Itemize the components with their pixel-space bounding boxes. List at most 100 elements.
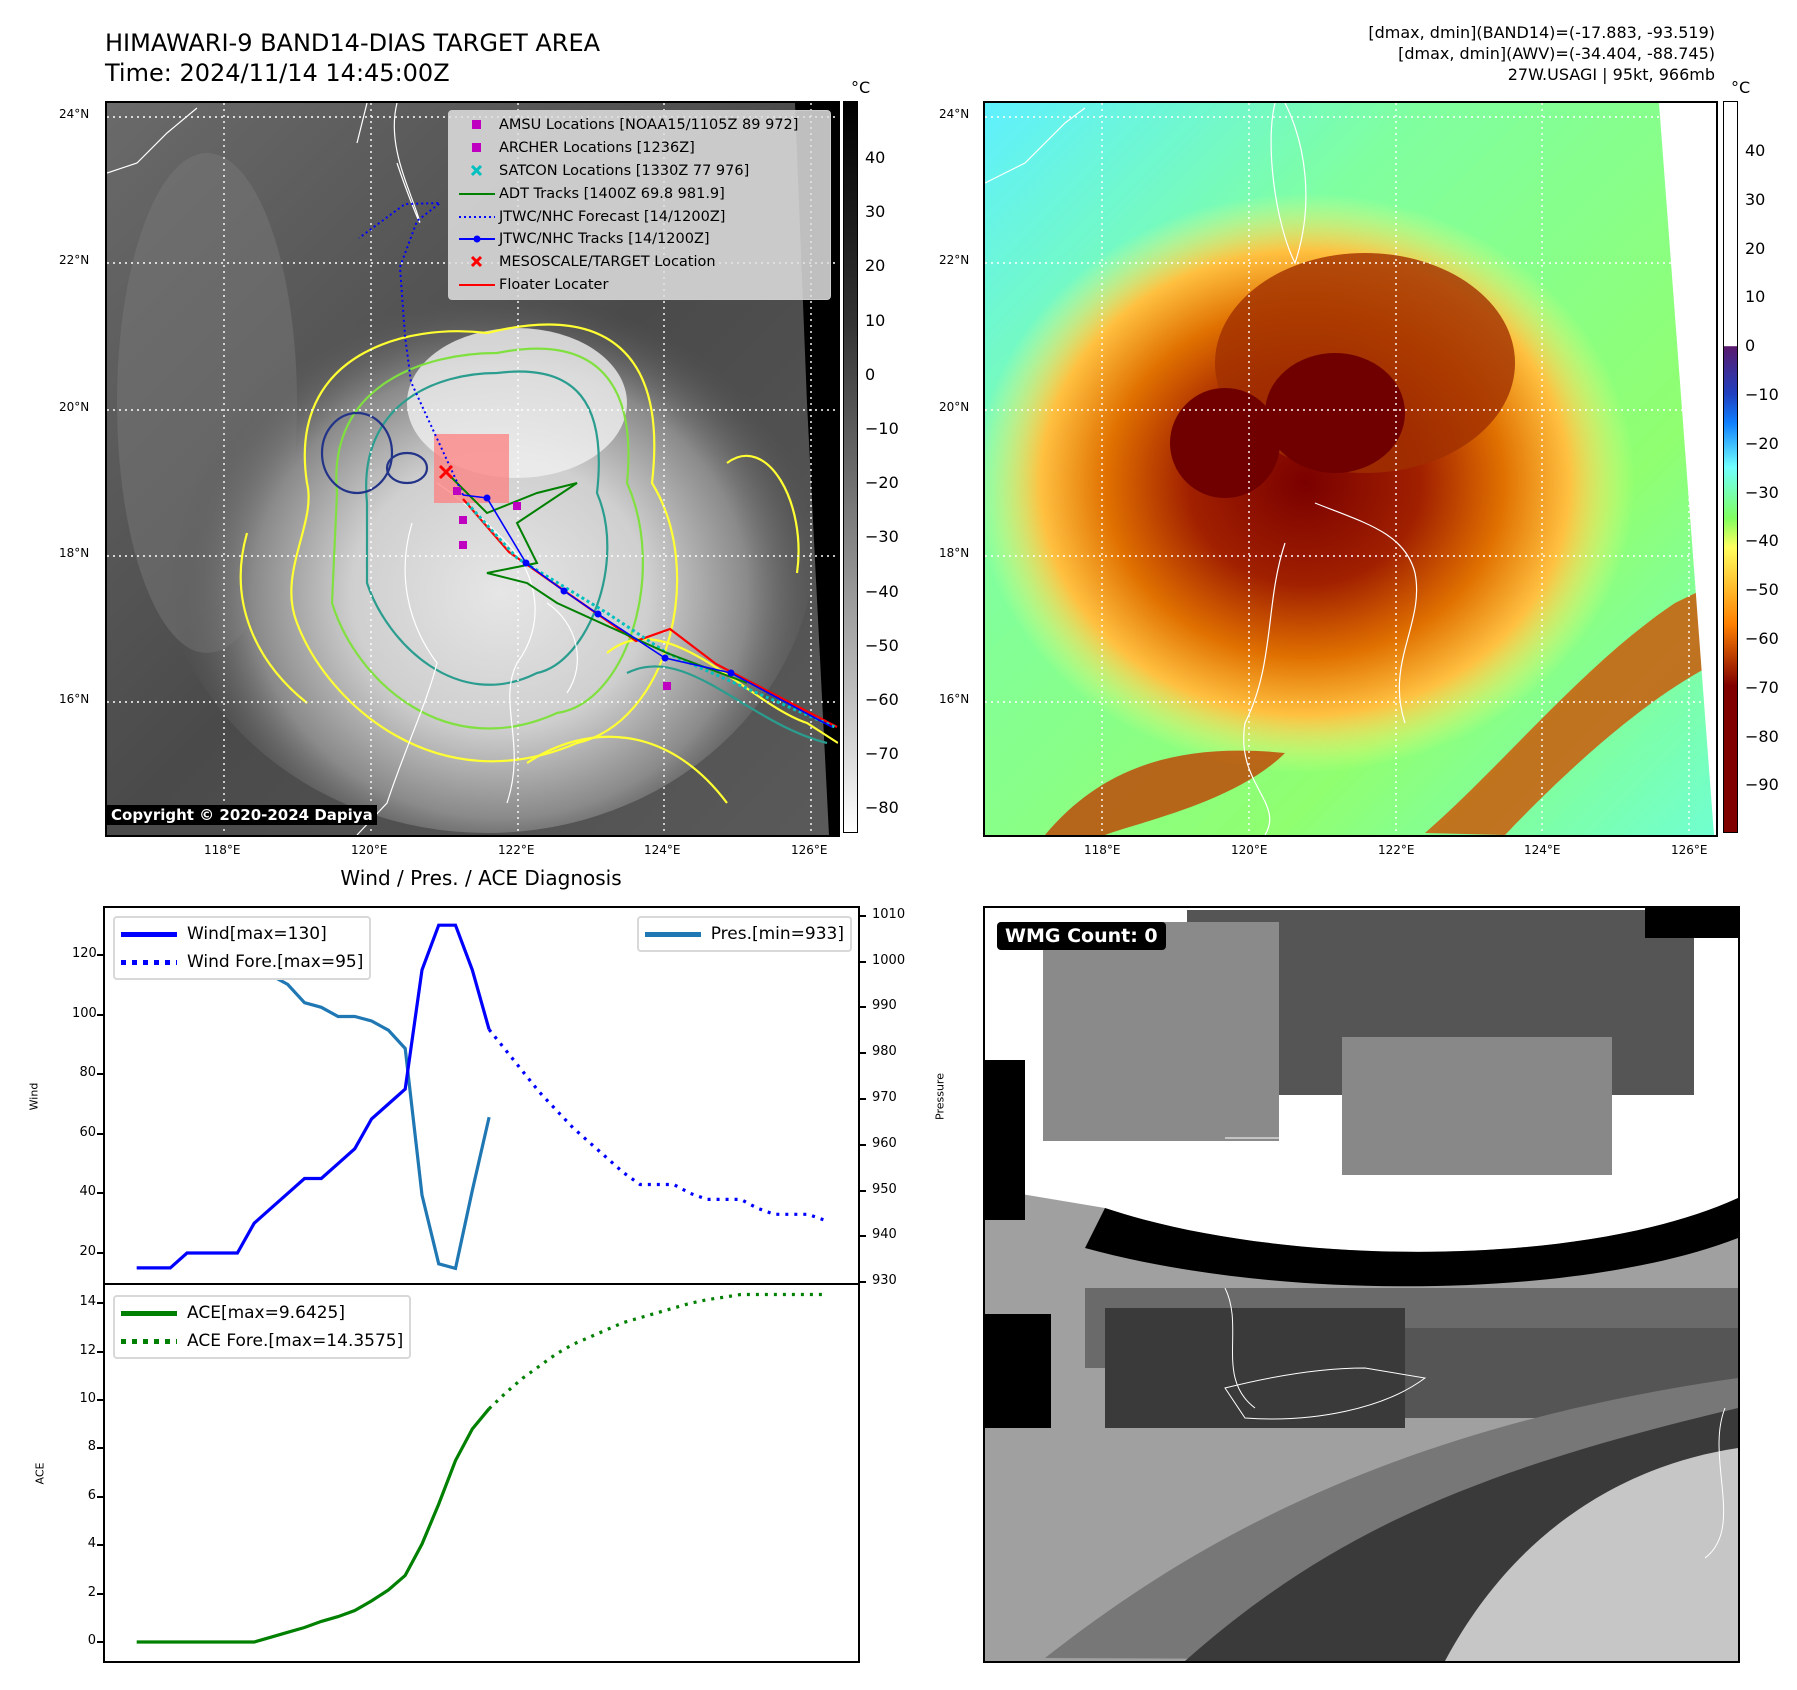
mesoscale-target-marker [438, 464, 454, 480]
ace-tick-mark [97, 1641, 103, 1643]
legend-item: SATCON Locations [1330Z 77 976] [455, 160, 824, 183]
lat-tick-label: 24°N [59, 107, 90, 121]
lon-tick-label: 126°E [1671, 843, 1708, 857]
wind-tick-label: 20 [79, 1244, 96, 1259]
pressure-tick-mark [860, 1281, 866, 1284]
ir-colorbar-tick: −20 [865, 473, 899, 493]
wind-tick-mark [97, 1132, 103, 1135]
wmg-count-label: WMG Count: 0 [997, 922, 1166, 950]
awv-colorbar-tick: 0 [1745, 336, 1756, 356]
awv-colorbar-tick: 10 [1745, 287, 1766, 307]
ace-forecast-line [487, 1292, 825, 1410]
x-legend-icon [455, 164, 499, 177]
coastlines [985, 103, 1418, 835]
ace-tick-label: 10 [79, 1391, 96, 1406]
lon-tick-label: 124°E [1524, 843, 1561, 857]
jtwc-track-points [483, 494, 735, 677]
chart-title: Wind / Pres. / ACE Diagnosis [340, 866, 622, 890]
awv-colorbar-tick: −30 [1745, 482, 1779, 502]
ir-colorbar-tick: −50 [865, 635, 899, 655]
ace-legend-line [121, 1310, 177, 1316]
map-legend: AMSU Locations [NOAA15/1105Z 89 972] ARCH… [448, 110, 831, 301]
ir-colorbar-tick: −30 [865, 527, 899, 547]
lon-tick-label: 124°E [644, 843, 681, 857]
pressure-tick-mark [860, 1235, 866, 1238]
wind-line [136, 923, 491, 1270]
color-map-panel [983, 101, 1718, 837]
wind-tick-mark [97, 954, 103, 956]
pressure-tick-label: 930 [872, 1273, 897, 1289]
title-line-2: Time: 2024/11/14 14:45:00Z [105, 59, 450, 87]
wind-legend: Wind[max=130] Wind Fore.[max=95] [113, 916, 372, 980]
lon-tick-label: 118°E [1084, 843, 1121, 857]
wind-fore-legend-line [121, 959, 177, 965]
wind-tick-label: 120 [72, 946, 97, 961]
ace-plot [136, 1292, 825, 1644]
ir-colorbar-tick: −10 [865, 419, 899, 438]
awv-colorbar-tick: −70 [1745, 677, 1779, 697]
info-awv: [dmax, dmin](AWV)=(-34.404, -88.745) [1398, 44, 1715, 63]
awv-colorbar [1723, 101, 1738, 833]
amsu-archer-markers [453, 487, 671, 690]
lat-tick-label: 22°N [59, 253, 90, 267]
ir-colorbar-tick: 0 [865, 364, 876, 384]
wind-legend-line [121, 931, 177, 937]
pressure-tick-label: 940 [872, 1227, 897, 1243]
ace-tick-mark [97, 1399, 103, 1401]
ace-tick-mark [97, 1592, 103, 1595]
color-map-image [985, 103, 1716, 835]
ace-tick-mark [97, 1447, 103, 1450]
info-band14: [dmax, dmin](BAND14)=(-17.883, -93.519) [1368, 23, 1715, 42]
lon-tick-label: 120°E [351, 843, 388, 857]
legend-label: ADT Tracks [1400Z 69.8 981.9] [499, 185, 725, 202]
figure-title: HIMAWARI-9 BAND14-DIAS TARGET AREA Time:… [105, 28, 600, 88]
wind-tick-label: 40 [79, 1184, 96, 1200]
legend-label: ARCHER Locations [1236Z] [499, 140, 695, 157]
wind-tick-mark [97, 1252, 103, 1254]
ace-tick-label: 12 [79, 1342, 96, 1358]
pressure-tick-label: 950 [872, 1181, 897, 1197]
pressure-legend: Pres.[min=933] [636, 916, 852, 952]
ir-colorbar [843, 101, 858, 833]
ir-colorbar-tick: −80 [865, 798, 899, 818]
legend-label: AMSU Locations [NOAA15/1105Z 89 972] [499, 117, 799, 134]
copyright-label: Copyright © 2020-2024 Dapiya [107, 805, 377, 825]
ace-tick-label: 4 [87, 1536, 96, 1552]
awv-colorbar-tick: 40 [1745, 141, 1766, 160]
wind-forecast-line [487, 1028, 826, 1222]
line-legend-icon [455, 279, 499, 291]
legend-label: SATCON Locations [1330Z 77 976] [499, 162, 750, 179]
line-dot-legend-icon [455, 233, 499, 245]
legend-item: ARCHER Locations [1236Z] [455, 137, 824, 160]
line-legend-icon [455, 188, 499, 200]
ir-map-panel: AMSU Locations [NOAA15/1105Z 89 972] ARCH… [105, 101, 840, 837]
legend-item: JTWC/NHC Tracks [14/1200Z] [455, 228, 824, 251]
legend-item: MESOSCALE/TARGET Location [455, 251, 824, 274]
ir-colorbar-tick: 30 [865, 202, 886, 222]
ace-chart: ACE[max=9.6425] ACE Fore.[max=14.3575] [103, 1283, 860, 1663]
ir-colorbar-unit: °C [851, 78, 871, 97]
lat-tick-label: 20°N [59, 400, 90, 414]
ace-tick-mark [97, 1350, 103, 1353]
ace-tick-label: 0 [87, 1633, 96, 1648]
ace-legend: ACE[max=9.6425] ACE Fore.[max=14.3575] [113, 1295, 412, 1359]
x-legend-icon [455, 256, 499, 268]
wmg-image [985, 908, 1738, 1661]
target-area-box [434, 434, 509, 503]
ir-colorbar-tick: −40 [865, 581, 899, 601]
pressure-tick-mark [860, 960, 866, 963]
wind-tick-mark [97, 1192, 103, 1195]
ace-tick-mark [97, 1544, 103, 1547]
ace-tick-label: 2 [87, 1584, 96, 1600]
lat-tick-label: 20°N [939, 400, 970, 414]
pressure-tick-mark [860, 1006, 866, 1009]
legend-label: JTWC/NHC Tracks [14/1200Z] [499, 231, 710, 248]
lon-tick-label: 120°E [1231, 843, 1268, 857]
info-storm: 27W.USAGI | 95kt, 966mb [1507, 65, 1715, 84]
legend-label: JTWC/NHC Forecast [14/1200Z] [499, 208, 726, 225]
lat-tick-label: 22°N [939, 253, 970, 267]
legend-item: AMSU Locations [NOAA15/1105Z 89 972] [455, 114, 824, 137]
awv-colorbar-tick: −20 [1745, 433, 1779, 453]
pressure-tick-mark [860, 1143, 866, 1146]
lon-tick-label: 118°E [204, 843, 241, 857]
